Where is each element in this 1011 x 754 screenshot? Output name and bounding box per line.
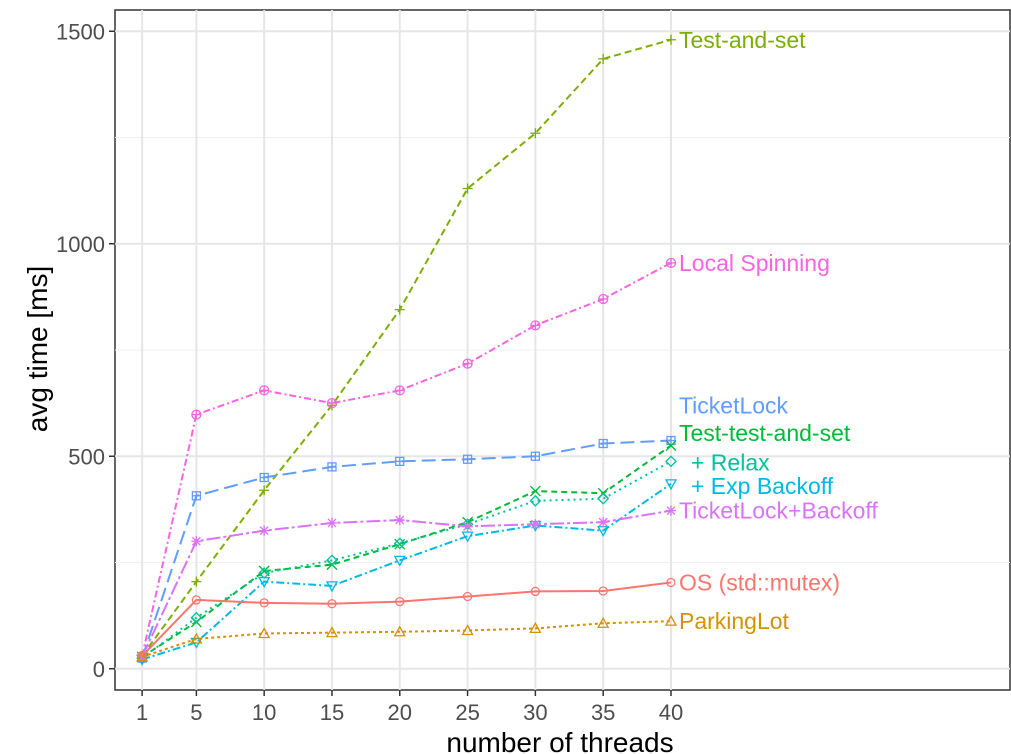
ticketlock-point	[598, 438, 608, 449]
test-test-and-set-point	[529, 485, 541, 497]
x-tick-label: 30	[523, 700, 547, 725]
test-and-set-point	[191, 576, 202, 587]
parkinglot-point	[529, 622, 542, 634]
os-std-mutex-point	[666, 577, 676, 588]
x-tick-label: 25	[455, 700, 479, 725]
x-axis-title: number of threads	[446, 727, 673, 754]
relax-point	[190, 611, 203, 624]
x-tick-label: 40	[659, 700, 683, 725]
ticketlock-point	[666, 435, 676, 446]
y-axis-ticks: 0 500 1000 1500	[56, 19, 115, 682]
ticketlock-backoff-point	[259, 525, 270, 536]
local-spinning-point	[598, 293, 609, 305]
local-spinning-point	[394, 385, 405, 396]
local-spinning-point	[665, 257, 677, 269]
local-spinning-point	[191, 409, 202, 420]
relax-point	[326, 554, 338, 567]
parkinglot-point	[461, 624, 474, 636]
series-line-exp-backoff	[141, 483, 672, 661]
test-and-set-point	[394, 304, 405, 315]
parkinglot-point	[190, 632, 203, 644]
relax-point	[393, 537, 406, 550]
series-lines	[136, 34, 678, 666]
test-and-set-point	[530, 128, 541, 139]
ticketlock-point	[530, 451, 541, 461]
series-line-parkinglot	[141, 620, 672, 658]
series-line-test-test-and-set	[141, 444, 672, 658]
relax-point	[529, 494, 542, 507]
parkinglot-point	[258, 627, 271, 639]
series-label-ticketlock: TicketLock	[679, 392, 789, 418]
x-tick-label: 1	[136, 700, 148, 725]
os-std-mutex-point	[259, 598, 269, 608]
ticketlock-backoff-point	[462, 521, 473, 532]
test-and-set-point	[462, 183, 473, 194]
series-label-test-and-set: Test-and-set	[679, 27, 806, 53]
test-and-set-point	[259, 485, 270, 496]
parkinglot-point	[664, 614, 678, 626]
ticketlock-backoff-point	[598, 517, 609, 528]
ticketlock-point	[462, 454, 473, 464]
series-label-parkinglot: ParkingLot	[679, 608, 790, 634]
series-label-relax: + Relax	[691, 450, 770, 476]
series-line-local-spinning	[141, 261, 672, 657]
os-std-mutex-point	[191, 595, 202, 605]
parkinglot-point	[393, 625, 406, 637]
os-std-mutex-point	[327, 599, 337, 609]
exp-backoff-point	[664, 479, 678, 491]
relax-point	[597, 492, 610, 505]
test-and-set-point	[598, 53, 609, 64]
local-spinning-point	[530, 320, 541, 331]
series-label-test-test-and-set: Test-test-and-set	[679, 420, 851, 446]
os-std-mutex-point	[598, 586, 608, 596]
exp-backoff-point	[325, 581, 339, 593]
ticketlock-backoff-point	[191, 536, 202, 547]
parkinglot-point	[325, 626, 339, 638]
test-test-and-set-point	[665, 440, 677, 452]
exp-backoff-point	[393, 555, 406, 567]
y-tick-label: 500	[68, 444, 105, 469]
series-line-os-std-mutex	[141, 581, 672, 657]
local-spinning-point	[259, 385, 270, 396]
x-tick-label: 5	[190, 700, 202, 725]
series-line-relax	[141, 460, 672, 659]
ticketlock-point	[327, 462, 337, 472]
y-tick-label: 0	[93, 657, 105, 682]
local-spinning-point	[462, 358, 473, 369]
local-spinning-point	[326, 397, 338, 409]
os-std-mutex-point	[530, 586, 541, 597]
test-and-set-point	[665, 34, 676, 45]
ticketlock-backoff-point	[530, 519, 541, 530]
series-labels: Test-and-set Local Spinning TicketLockTest…	[679, 27, 878, 634]
ticketlock-point	[259, 472, 269, 483]
ticketlock-backoff-point	[665, 505, 676, 516]
os-std-mutex-point	[395, 596, 405, 607]
relax-point	[665, 455, 677, 468]
x-tick-label: 15	[320, 700, 344, 725]
x-axis-ticks: 1 5 10 15 20 25 30 35 40	[136, 690, 683, 725]
ticketlock-point	[395, 456, 405, 467]
series-label-ticketlock-backoff: TicketLock+Backoff	[679, 498, 878, 524]
os-std-mutex-point	[462, 591, 473, 602]
ticketlock-point	[191, 491, 202, 501]
exp-backoff-point	[258, 576, 271, 588]
parkinglot-point	[597, 616, 610, 628]
y-tick-label: 1000	[56, 232, 105, 257]
series-label-exp-backoff: + Exp Backoff	[691, 473, 834, 499]
x-tick-label: 20	[388, 700, 412, 725]
x-tick-label: 10	[252, 700, 276, 725]
parkinglot-point	[136, 650, 149, 662]
series-label-os-std-mutex: OS (std::mutex)	[679, 569, 840, 595]
ticketlock-backoff-point	[394, 515, 405, 525]
y-axis-title: avg time [ms]	[22, 266, 53, 432]
ticketlock-backoff-point	[326, 517, 337, 528]
y-tick-label: 1500	[56, 19, 105, 44]
grid-lines	[115, 10, 1010, 690]
exp-backoff-point	[461, 531, 474, 543]
series-label-local-spinning: Local Spinning	[679, 250, 830, 276]
x-tick-label: 35	[591, 700, 615, 725]
